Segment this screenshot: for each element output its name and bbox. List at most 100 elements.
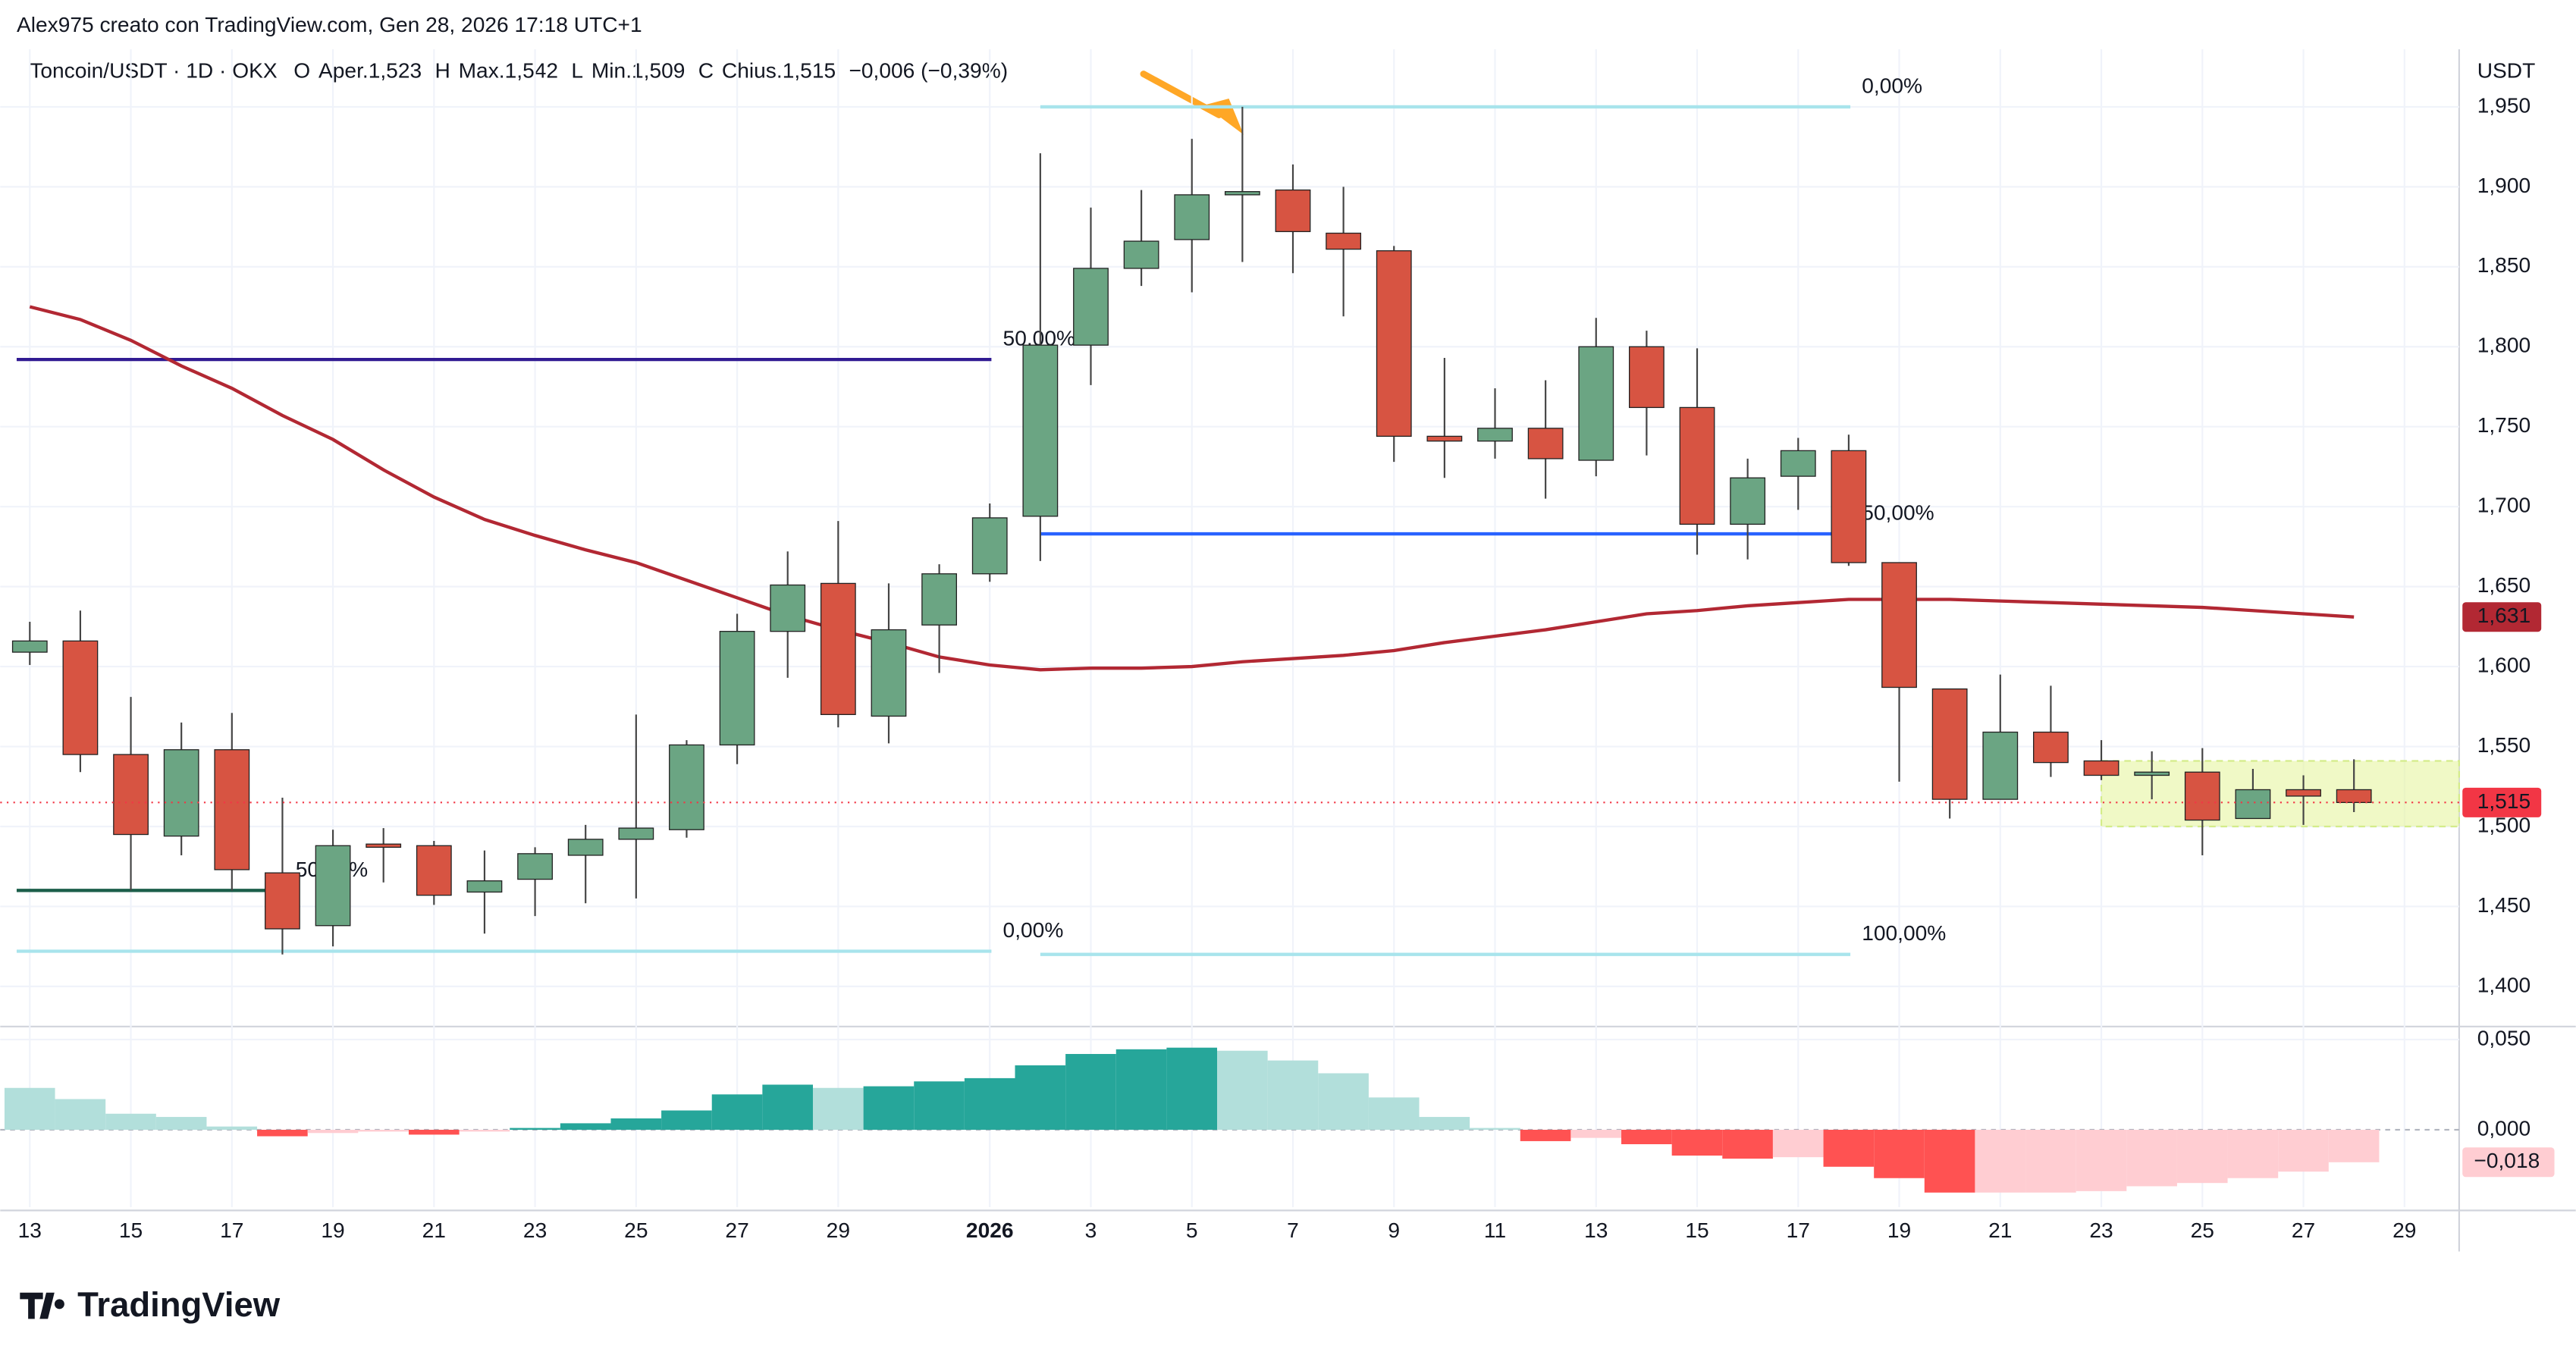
legend-text: O bbox=[293, 59, 310, 83]
histogram-bar bbox=[610, 1118, 662, 1130]
x-tick-label: 13 bbox=[18, 1219, 42, 1242]
legend-text: C bbox=[698, 59, 714, 83]
y-tick-label: 0,050 bbox=[2477, 1026, 2531, 1049]
price-badge bbox=[2462, 602, 2542, 632]
histogram-bar bbox=[560, 1123, 611, 1130]
fib-label: 100,00% bbox=[1862, 921, 1946, 945]
histogram-bar bbox=[1115, 1049, 1167, 1130]
candle-body bbox=[1931, 688, 1968, 800]
histogram-bar bbox=[1217, 1050, 1268, 1130]
histogram-bar bbox=[459, 1129, 510, 1132]
histogram-bar bbox=[1671, 1129, 1723, 1156]
x-tick-label: 3 bbox=[1085, 1219, 1097, 1242]
x-tick-label: 29 bbox=[2392, 1219, 2416, 1242]
histogram-bar bbox=[914, 1081, 965, 1130]
x-tick-label: 15 bbox=[1685, 1219, 1708, 1242]
x-tick-label: 27 bbox=[2292, 1219, 2315, 1242]
price-badge bbox=[2462, 787, 2542, 817]
histogram-bar bbox=[1015, 1065, 1066, 1130]
candle-body bbox=[1426, 435, 1463, 442]
histogram-bar bbox=[1874, 1129, 1925, 1178]
histogram-bar bbox=[711, 1094, 763, 1130]
candle-body bbox=[214, 749, 250, 870]
currency: USDT bbox=[2477, 59, 2536, 83]
candle-body bbox=[2336, 789, 2372, 803]
histogram-bar bbox=[1570, 1129, 1622, 1138]
y-tick-label: 1,850 bbox=[2477, 253, 2531, 277]
candle-body bbox=[1831, 450, 1867, 563]
candle-body bbox=[719, 631, 755, 746]
fib-label: 50,00% bbox=[1862, 500, 1934, 524]
price-badge-label: 1,631 bbox=[2477, 604, 2531, 627]
candle-body bbox=[113, 754, 149, 836]
legend-text: Toncoin/USDT · 1D · OKX bbox=[30, 59, 278, 83]
legend-text: Chius. bbox=[722, 59, 783, 83]
candle-body bbox=[366, 843, 402, 848]
histogram-bar bbox=[1470, 1128, 1520, 1130]
histogram-bar bbox=[206, 1126, 258, 1130]
histogram-badge bbox=[2462, 1147, 2555, 1178]
legend-text: Min. bbox=[591, 59, 632, 83]
histogram-bar bbox=[1722, 1129, 1773, 1159]
candle-body bbox=[2083, 760, 2119, 776]
candle-body bbox=[1224, 191, 1260, 196]
histogram-bar bbox=[863, 1086, 915, 1130]
histogram-bar bbox=[661, 1110, 712, 1130]
candle-body bbox=[1022, 344, 1059, 517]
fib-label: 0,00% bbox=[1862, 74, 1922, 97]
candle-body bbox=[669, 744, 704, 830]
legend-text: H bbox=[435, 59, 450, 83]
legend-text: 1,515 bbox=[783, 59, 836, 83]
histogram-bar bbox=[2076, 1129, 2127, 1191]
legend-text: 1,542 bbox=[505, 59, 558, 83]
candle-body bbox=[1679, 406, 1715, 525]
histogram-bar bbox=[1772, 1129, 1824, 1158]
candle-body bbox=[1780, 450, 1816, 477]
histogram-bar bbox=[155, 1117, 207, 1130]
candle-body bbox=[921, 573, 957, 626]
histogram-bar bbox=[1318, 1073, 1369, 1130]
y-tick-label: 1,800 bbox=[2477, 334, 2531, 357]
candle-body bbox=[1073, 268, 1109, 346]
y-tick-label: 1,650 bbox=[2477, 573, 2531, 597]
legend-text: L bbox=[571, 59, 583, 83]
y-tick-label: 0,000 bbox=[2477, 1116, 2531, 1140]
histogram-bar bbox=[2025, 1129, 2076, 1193]
histogram-bar bbox=[1823, 1129, 1875, 1167]
x-tick-label: 19 bbox=[1887, 1219, 1911, 1242]
y-tick-label: 1,750 bbox=[2477, 413, 2531, 437]
x-tick-label: 2026 bbox=[966, 1219, 1014, 1242]
candle-body bbox=[871, 629, 907, 717]
candle-body bbox=[2134, 771, 2170, 776]
histogram-bar bbox=[964, 1077, 1015, 1130]
histogram-bar bbox=[762, 1084, 813, 1130]
y-tick-label: 1,950 bbox=[2477, 93, 2531, 117]
candle-body bbox=[1578, 346, 1614, 461]
histogram-bar bbox=[358, 1129, 409, 1132]
x-tick-label: 23 bbox=[2089, 1219, 2113, 1242]
x-tick-label: 19 bbox=[321, 1219, 344, 1242]
ohlc-legend: Toncoin/USDT · 1D · OKX O Aper. 1,523 H Max. 1… bbox=[30, 59, 1008, 83]
y-tick-label: 1,700 bbox=[2477, 494, 2531, 517]
candle-body bbox=[265, 872, 300, 930]
y-tick-label: 1,550 bbox=[2477, 733, 2531, 757]
x-tick-label: 25 bbox=[2191, 1219, 2214, 1242]
candle-body bbox=[11, 640, 48, 653]
histogram-bar bbox=[1924, 1129, 1975, 1193]
y-tick-label: 1,900 bbox=[2477, 174, 2531, 197]
candle-body bbox=[1881, 562, 1917, 688]
x-tick-label: 21 bbox=[422, 1219, 446, 1242]
histogram-bar bbox=[105, 1113, 156, 1130]
candle-body bbox=[971, 517, 1008, 575]
candle-body bbox=[2286, 789, 2321, 797]
x-tick-label: 17 bbox=[220, 1219, 243, 1242]
x-tick-label: 11 bbox=[1484, 1219, 1506, 1242]
histogram-bar bbox=[1267, 1060, 1319, 1130]
histogram-bar bbox=[1166, 1047, 1218, 1130]
price-badge-label: 1,515 bbox=[2477, 789, 2531, 813]
histogram-bar bbox=[2227, 1129, 2279, 1178]
candle-body bbox=[2033, 731, 2069, 764]
candle-body bbox=[315, 845, 351, 927]
